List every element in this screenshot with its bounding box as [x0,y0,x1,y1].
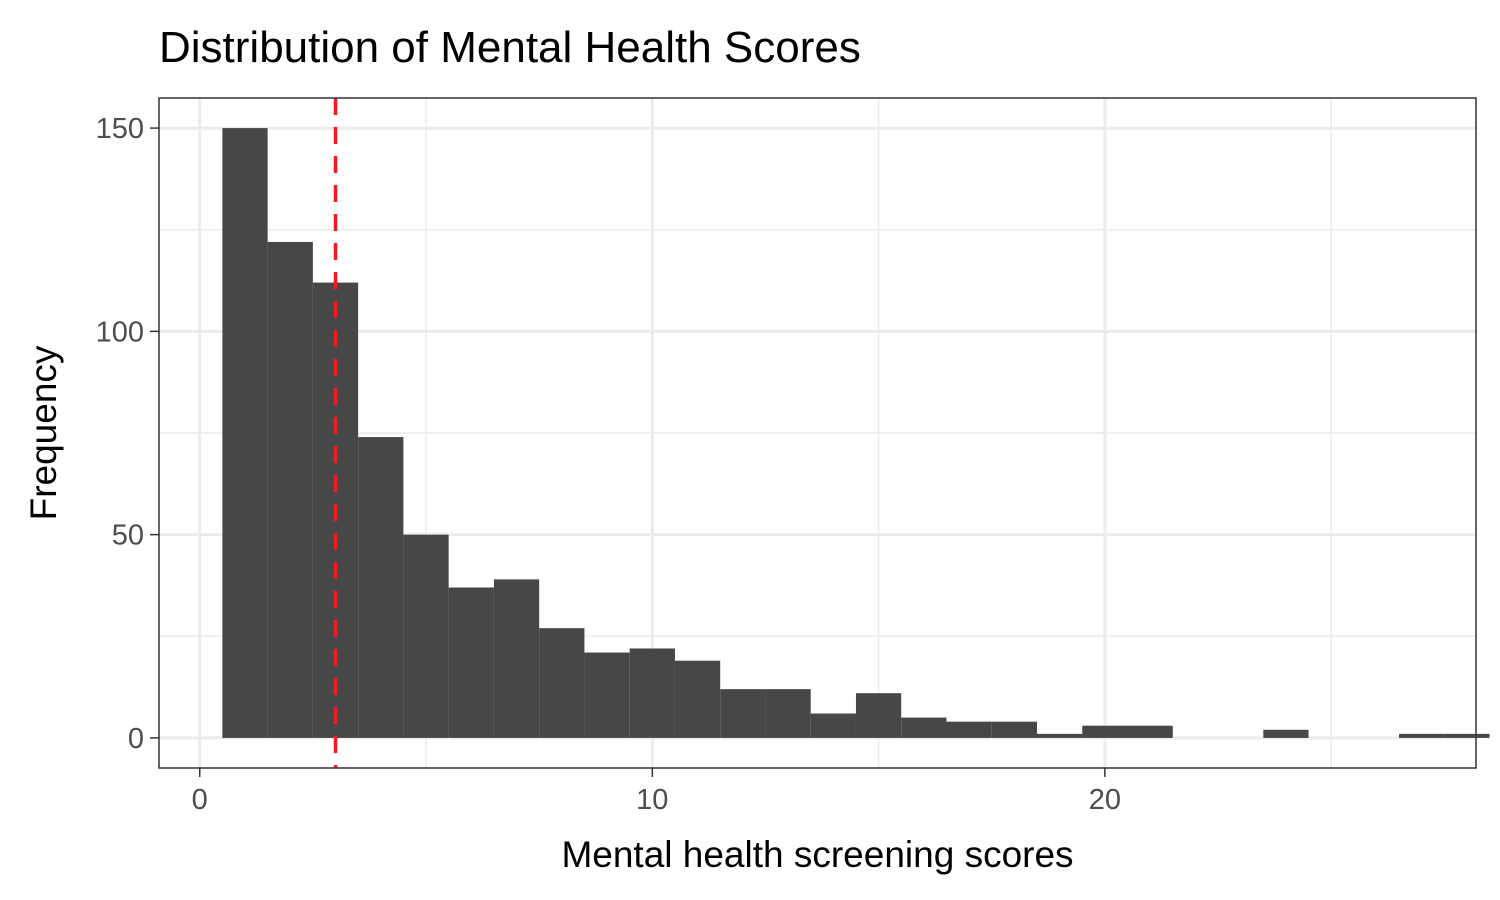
histogram-bar [584,652,630,738]
histogram-bar [720,689,766,738]
histogram-bar [1127,725,1173,738]
histogram-bar [946,721,992,738]
histogram-bar [855,693,902,738]
histogram-bar [358,437,404,738]
histogram-bar [1444,733,1490,738]
axis-ticks [150,127,1106,777]
histogram-bar [1082,725,1128,738]
histogram-bar [403,534,449,738]
histogram-bar [991,721,1037,738]
y-tick-label: 0 [128,723,144,755]
x-tick-label: 0 [192,784,208,816]
histogram-bar [1263,729,1309,738]
x-tick-label: 10 [636,784,668,816]
chart-title: Distribution of Mental Health Scores [159,23,861,72]
x-axis-title: Mental health screening scores [561,834,1073,875]
histogram-bar [674,660,721,738]
y-axis-title: Frequency [23,345,64,520]
histogram-bar [810,713,856,738]
histogram-bars [222,128,1490,738]
x-tick-label: 20 [1089,784,1121,816]
histogram-bar [539,628,585,738]
histogram-bar [901,717,947,738]
histogram-bar [1037,733,1083,738]
histogram-bar [267,241,313,738]
histogram-bar [629,648,675,738]
histogram-bar [765,689,811,738]
y-tick-label: 50 [112,520,144,552]
y-tick-labels: 0 50 100 150 [96,113,144,755]
y-tick-label: 100 [96,316,144,348]
x-tick-labels: 0 10 20 [192,784,1121,816]
histogram-bar [1399,733,1445,738]
histogram-bar [493,579,540,738]
histogram-bar [222,128,268,738]
histogram-bar [448,587,494,738]
y-tick-label: 150 [96,113,144,145]
plot-panel-border [158,97,1477,769]
